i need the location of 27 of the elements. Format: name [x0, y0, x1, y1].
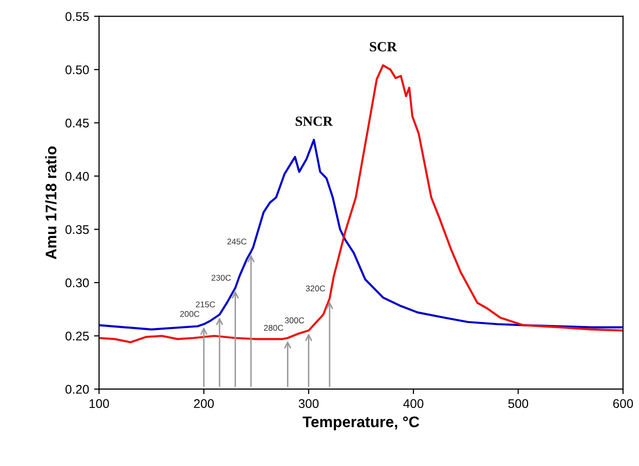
y-tick-label: 0.40	[65, 172, 89, 181]
line-series	[99, 138, 624, 331]
y-tick-label: 0.50	[65, 65, 89, 74]
x-tick-label: 300	[298, 399, 319, 408]
series-label: SNCR	[296, 116, 333, 126]
x-tick-label: 200	[194, 399, 214, 408]
x-axis-title: Temperature, °C	[302, 416, 420, 430]
series-label: SCR	[370, 42, 398, 52]
y-tick-label: 0.20	[65, 384, 89, 394]
annotation: 320C	[306, 285, 326, 292]
y-axis-title: Amu 17/18 ratio	[45, 146, 57, 260]
annotation: 245C	[227, 238, 247, 245]
y-tick-label: 0.35	[65, 225, 89, 234]
annotation: 300C	[284, 317, 304, 324]
y-tick-label: 0.25	[65, 332, 89, 341]
line-series	[99, 64, 624, 344]
x-tick-label: 100	[90, 399, 109, 408]
annotation: 215C	[196, 301, 216, 308]
y-tick-label: 0.45	[65, 118, 89, 128]
annotation: 200C	[180, 311, 200, 317]
x-tick-label: 500	[508, 399, 528, 408]
x-tick-label: 400	[403, 399, 424, 408]
y-tick-label: 0.55	[65, 12, 89, 21]
annotation: 230C	[212, 274, 231, 281]
x-tick-label: 600	[613, 399, 633, 408]
y-tick-label: 0.30	[65, 278, 89, 288]
annotation: 280C	[264, 324, 284, 331]
